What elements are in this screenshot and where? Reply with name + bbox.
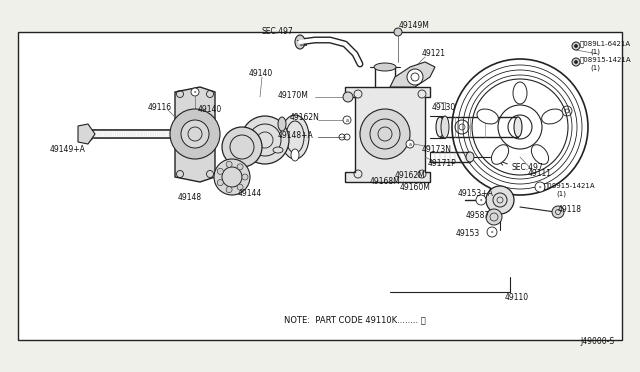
- Text: a: a: [346, 118, 349, 122]
- Text: 49162M: 49162M: [395, 170, 426, 180]
- Text: a: a: [194, 90, 196, 94]
- Text: 49111: 49111: [528, 170, 552, 179]
- Text: 49587: 49587: [466, 211, 490, 219]
- Text: (1): (1): [590, 65, 600, 71]
- Ellipse shape: [281, 115, 309, 159]
- Circle shape: [237, 184, 243, 190]
- Ellipse shape: [278, 117, 286, 131]
- Text: 49140: 49140: [198, 106, 222, 115]
- Ellipse shape: [514, 117, 522, 137]
- Circle shape: [572, 58, 580, 66]
- Ellipse shape: [441, 116, 449, 138]
- Polygon shape: [390, 62, 435, 87]
- Circle shape: [237, 164, 243, 170]
- Ellipse shape: [295, 35, 305, 49]
- Circle shape: [191, 88, 199, 96]
- Text: a: a: [539, 185, 541, 189]
- Polygon shape: [175, 87, 215, 182]
- Text: 49168M: 49168M: [370, 177, 401, 186]
- Circle shape: [407, 69, 423, 85]
- Text: 49153: 49153: [456, 230, 480, 238]
- Text: 49144: 49144: [238, 189, 262, 199]
- Text: 49162N: 49162N: [290, 113, 320, 122]
- Circle shape: [406, 140, 414, 148]
- Circle shape: [226, 161, 232, 167]
- Circle shape: [486, 209, 502, 225]
- Text: 49173N: 49173N: [422, 145, 452, 154]
- Text: a: a: [408, 141, 412, 147]
- Text: a: a: [480, 198, 483, 202]
- Ellipse shape: [374, 63, 396, 71]
- Text: (1): (1): [556, 191, 566, 197]
- Text: 49118: 49118: [558, 205, 582, 215]
- Text: a: a: [491, 230, 493, 234]
- Text: 49110: 49110: [505, 292, 529, 301]
- Circle shape: [222, 127, 262, 167]
- Ellipse shape: [273, 147, 283, 153]
- Circle shape: [218, 180, 223, 186]
- Circle shape: [487, 227, 497, 237]
- Ellipse shape: [531, 145, 548, 164]
- Text: 49148+A: 49148+A: [278, 131, 314, 140]
- Circle shape: [218, 169, 223, 174]
- Circle shape: [181, 120, 209, 148]
- Ellipse shape: [436, 117, 444, 137]
- Text: Ⓨ08915-1421A: Ⓨ08915-1421A: [580, 57, 632, 63]
- Circle shape: [343, 116, 351, 124]
- Bar: [18, 32, 622, 340]
- Text: NOTE:  PART CODE 49110K........ Ⓐ: NOTE: PART CODE 49110K........ Ⓐ: [284, 315, 426, 324]
- Text: ⓝ089L1-6421A: ⓝ089L1-6421A: [580, 41, 631, 47]
- Text: 49149M: 49149M: [399, 22, 430, 31]
- Text: SEC.497: SEC.497: [512, 163, 544, 171]
- Circle shape: [572, 42, 580, 50]
- Circle shape: [575, 61, 577, 64]
- Circle shape: [226, 187, 232, 193]
- Text: Ⓨ08915-1421A: Ⓨ08915-1421A: [544, 183, 596, 189]
- Circle shape: [394, 28, 402, 36]
- Ellipse shape: [541, 109, 563, 124]
- Circle shape: [476, 195, 486, 205]
- Text: 49149+A: 49149+A: [50, 145, 86, 154]
- Polygon shape: [78, 124, 95, 144]
- Circle shape: [344, 134, 350, 140]
- Text: 49160M: 49160M: [400, 183, 431, 192]
- Ellipse shape: [513, 82, 527, 104]
- Text: 49116: 49116: [148, 103, 172, 112]
- Text: 49130: 49130: [432, 103, 456, 112]
- Text: 49148: 49148: [178, 192, 202, 202]
- Text: 49170M: 49170M: [278, 90, 309, 99]
- Circle shape: [242, 174, 248, 180]
- Circle shape: [214, 159, 250, 195]
- Ellipse shape: [466, 152, 474, 162]
- Circle shape: [360, 109, 410, 159]
- Ellipse shape: [291, 149, 299, 161]
- Text: J49000-S: J49000-S: [581, 337, 615, 346]
- Text: SEC.497: SEC.497: [262, 26, 294, 35]
- Circle shape: [170, 109, 220, 159]
- Text: 49171P: 49171P: [428, 160, 457, 169]
- Circle shape: [535, 182, 545, 192]
- Circle shape: [486, 186, 514, 214]
- Text: (1): (1): [590, 49, 600, 55]
- Circle shape: [552, 206, 564, 218]
- Ellipse shape: [477, 109, 499, 124]
- Circle shape: [575, 45, 577, 48]
- Polygon shape: [345, 87, 430, 182]
- Text: 49153+A: 49153+A: [458, 189, 494, 199]
- Text: 49140: 49140: [249, 70, 273, 78]
- Text: 49121: 49121: [422, 49, 446, 58]
- Ellipse shape: [492, 145, 509, 164]
- Circle shape: [241, 116, 289, 164]
- Circle shape: [343, 92, 353, 102]
